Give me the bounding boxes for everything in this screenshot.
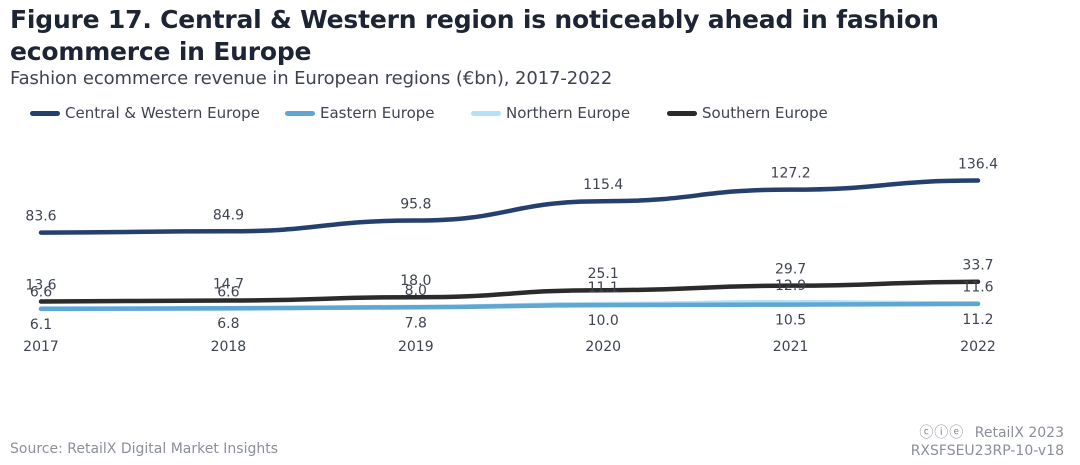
x-tick-label: 2020: [585, 339, 621, 355]
legend-label: Northern Europe: [506, 104, 631, 122]
data-label: 13.6: [25, 278, 56, 294]
data-label: 136.4: [958, 157, 998, 173]
data-label: 95.8: [400, 197, 431, 213]
data-label: 83.6: [25, 209, 56, 225]
legend-label: Eastern Europe: [320, 104, 435, 122]
legend-label: Central & Western Europe: [65, 104, 260, 122]
x-tick-label: 2022: [960, 339, 996, 355]
chart-title: Figure 17. Central & Western region is n…: [10, 5, 939, 66]
footer-brand-block: ⓒⓘⓔ RetailX 2023 RXSFSEU23RP-10-v18: [911, 424, 1064, 460]
data-label: 25.1: [588, 266, 619, 282]
data-label: 12.9: [775, 278, 806, 294]
legend-swatch: [471, 111, 501, 116]
data-label: 11.6: [962, 280, 993, 296]
data-label: 8.0: [405, 283, 427, 299]
legend-label: Southern Europe: [702, 104, 828, 122]
data-label: 6.6: [30, 284, 52, 300]
data-label: 10.5: [775, 313, 806, 329]
x-tick-label: 2017: [23, 339, 59, 355]
source-note: Source: RetailX Digital Market Insights: [10, 441, 279, 457]
data-label: 14.7: [213, 276, 244, 292]
report-code: RXSFSEU23RP-10-v18: [910, 443, 1064, 459]
data-label: 127.2: [771, 166, 811, 182]
series-line-3: [38, 279, 981, 304]
data-label: 6.8: [217, 316, 239, 332]
cc-license-icon: ⓒⓘⓔ: [919, 425, 965, 441]
data-label: 7.8: [405, 315, 427, 331]
data-label: 18.0: [400, 273, 431, 289]
data-label: 6.1: [30, 317, 52, 333]
data-label: 115.4: [583, 177, 623, 193]
series-line-1: [38, 301, 981, 312]
data-label: 11.1: [588, 280, 619, 296]
data-label: 10.0: [588, 313, 619, 329]
data-label: 33.7: [962, 258, 993, 274]
series-line-0: [38, 178, 981, 235]
brand-label: RetailX 2023: [974, 425, 1064, 441]
chart-subtitle: Fashion ecommerce revenue in European re…: [10, 68, 613, 89]
x-tick-label: 2019: [398, 339, 434, 355]
data-label: 29.7: [775, 262, 806, 278]
data-label: 84.9: [213, 207, 244, 223]
legend-swatch: [285, 111, 315, 116]
x-tick-label: 2018: [211, 339, 247, 355]
legend-swatch: [30, 111, 60, 116]
data-label: 6.6: [217, 284, 239, 300]
x-tick-label: 2021: [773, 339, 809, 355]
data-label: 11.2: [962, 312, 993, 328]
legend-swatch: [667, 111, 697, 116]
